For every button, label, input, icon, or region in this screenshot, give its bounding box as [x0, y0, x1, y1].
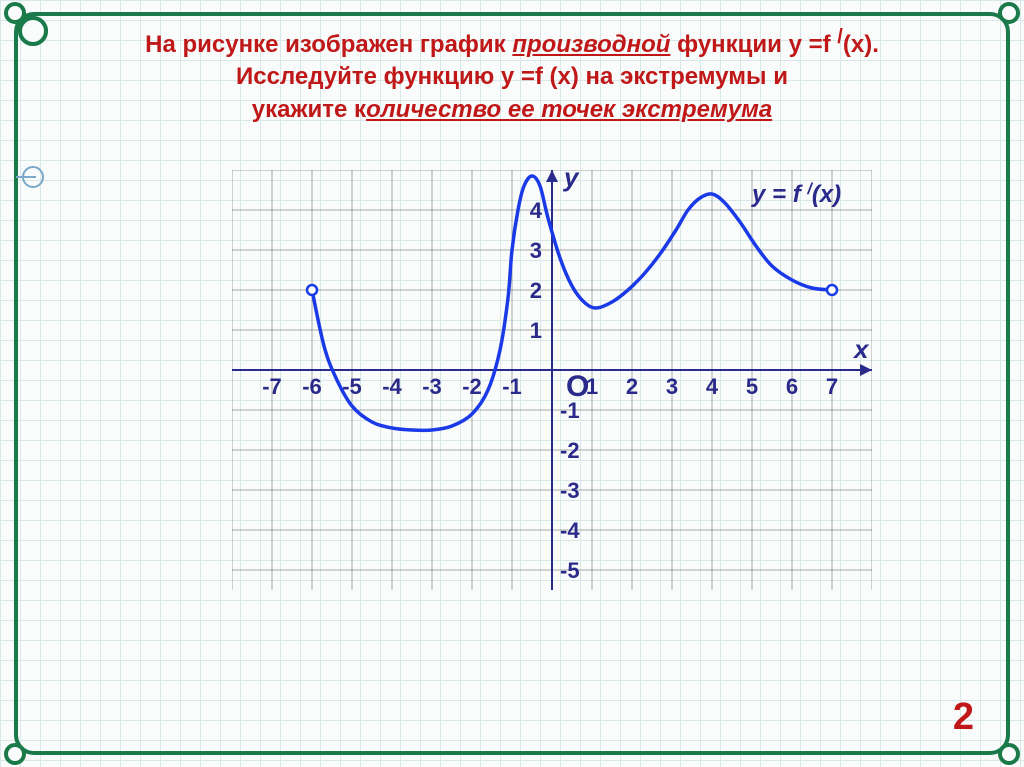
answer-value: 2 — [953, 696, 974, 739]
svg-text:-2: -2 — [462, 374, 482, 399]
svg-text:y: y — [562, 170, 580, 192]
svg-text:-4: -4 — [560, 518, 580, 543]
title-text: На рисунке изображен график — [145, 31, 512, 58]
derivative-chart: -7-6-5-4-3-2-112345671234-1-2-3-4-5Oxyy … — [232, 170, 872, 590]
svg-text:4: 4 — [706, 374, 719, 399]
svg-text:7: 7 — [826, 374, 838, 399]
svg-text:6: 6 — [786, 374, 798, 399]
chart-svg: -7-6-5-4-3-2-112345671234-1-2-3-4-5Oxyy … — [232, 170, 872, 590]
svg-text:2: 2 — [626, 374, 638, 399]
svg-text:-1: -1 — [502, 374, 522, 399]
svg-text:3: 3 — [666, 374, 678, 399]
svg-text:-7: -7 — [262, 374, 282, 399]
svg-text:5: 5 — [746, 374, 758, 399]
title-text: укажите к — [252, 96, 366, 123]
title-text: функции y =f — [670, 31, 837, 58]
svg-text:3: 3 — [530, 238, 542, 263]
svg-text:-6: -6 — [302, 374, 322, 399]
svg-text:4: 4 — [530, 198, 543, 223]
svg-text:1: 1 — [530, 318, 542, 343]
svg-text:-5: -5 — [560, 558, 580, 583]
problem-title: На рисунке изображен график производной … — [40, 24, 984, 126]
title-text: (x). — [843, 31, 879, 58]
svg-text:x: x — [852, 334, 870, 364]
title-underline-2: оличество ее точек экстремума — [366, 96, 772, 123]
decorative-circle-icon — [22, 166, 44, 188]
svg-text:-3: -3 — [560, 478, 580, 503]
svg-text:-4: -4 — [382, 374, 402, 399]
svg-text:O: O — [566, 370, 589, 403]
title-underline-1: производной — [512, 31, 670, 58]
svg-text:y = f /(x): y = f /(x) — [751, 181, 841, 208]
title-line2: Исследуйте функцию y =f (x) на экстремум… — [40, 61, 984, 93]
svg-text:-2: -2 — [560, 438, 580, 463]
svg-text:-3: -3 — [422, 374, 442, 399]
svg-text:2: 2 — [530, 278, 542, 303]
